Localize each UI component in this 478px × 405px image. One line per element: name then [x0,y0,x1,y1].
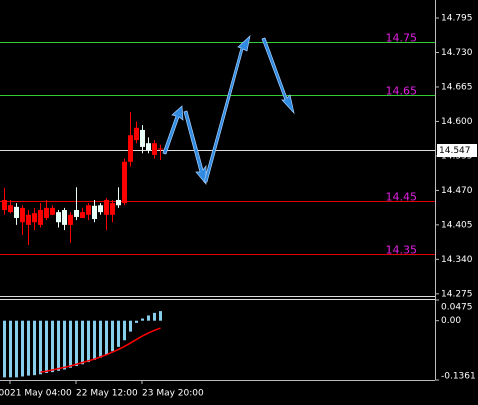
candle-body [146,143,151,151]
candle-body [116,199,121,206]
candle-body [44,207,49,218]
candle-body [140,129,145,147]
candle-body [26,214,31,225]
level-label: 14.75 [386,32,418,45]
candle-body [152,143,157,155]
signal-line [40,327,161,373]
candle-body [134,127,139,141]
candle-body [92,205,97,220]
level-label: 14.45 [386,191,418,204]
indicator-tick-label: 0.0475 [441,303,473,313]
candle-body [158,148,163,150]
arrow [162,105,184,155]
histogram-bar [147,315,150,321]
histogram-bar [3,320,6,378]
y-tick-label: 14.470 [441,186,473,196]
candle-body [104,199,109,215]
histogram-bar [33,320,36,376]
histogram-bar [123,320,126,341]
candle-body [68,214,73,225]
histogram-bar [57,320,60,371]
y-tick-label: 14.665 [441,82,473,92]
level-label: 14.35 [386,244,418,257]
histogram-bar [99,320,102,358]
histogram-bar [87,320,90,363]
arrow [261,37,295,115]
x-tick-label: 22 May 12:00 [76,389,138,399]
candle-body [2,199,7,211]
histogram-bar [9,320,12,378]
histogram-bar [27,320,30,376]
candle-body [128,135,133,162]
indicator-tick-label: 0.00 [441,316,461,326]
candle-body [8,205,13,213]
histogram-bar [117,320,120,347]
y-tick-label: 14.730 [441,48,473,58]
histogram-bar [81,320,84,365]
overlay: 14.547 [437,144,477,157]
histogram-bar [129,320,132,332]
histogram-bar [159,311,162,321]
current-price-box [437,144,477,157]
candle-body [20,207,25,223]
x-tick-label: 21 May 04:00 [10,389,72,399]
x-tick-label: 00 [0,389,10,399]
candle-body [32,213,37,223]
histogram-bar [39,320,42,375]
y-tick-label: 14.795 [441,14,473,24]
level-label: 14.65 [386,85,418,98]
y-tick-label: 14.275 [441,289,473,299]
candle-body [56,212,61,223]
histogram-bar [45,320,48,373]
histogram-bar [135,320,138,323]
candle-body [122,161,127,204]
y-tick-label: 14.405 [441,220,473,230]
candle-body [80,212,85,218]
current-price-label: 14.547 [439,146,471,156]
indicator-tick-label: -0.1361 [441,372,476,382]
histogram-bar [75,320,78,367]
arrow [203,35,251,183]
x-tick-label: 23 May 20:00 [142,389,204,399]
candle-body [86,205,91,215]
histogram-bar [141,318,144,321]
candle-body [98,205,103,213]
candle-body [14,206,19,218]
histogram-bar [153,312,156,321]
candle-body [74,210,79,217]
histogram-bar [111,320,114,352]
y-tick-label: 14.600 [441,117,473,127]
histogram-bar [93,320,96,360]
y-tick-label: 14.340 [441,255,473,265]
annotation-arrows [162,35,295,185]
histogram-bar [21,320,24,377]
histogram-bar [105,320,108,355]
candle-body [38,210,43,225]
histogram-bar [51,320,54,373]
candle-body [62,210,67,225]
candle-body [110,203,115,215]
histogram-bar [15,320,18,378]
candle-body [50,207,55,215]
histogram-bar [69,320,72,368]
histogram-bar [63,320,66,370]
